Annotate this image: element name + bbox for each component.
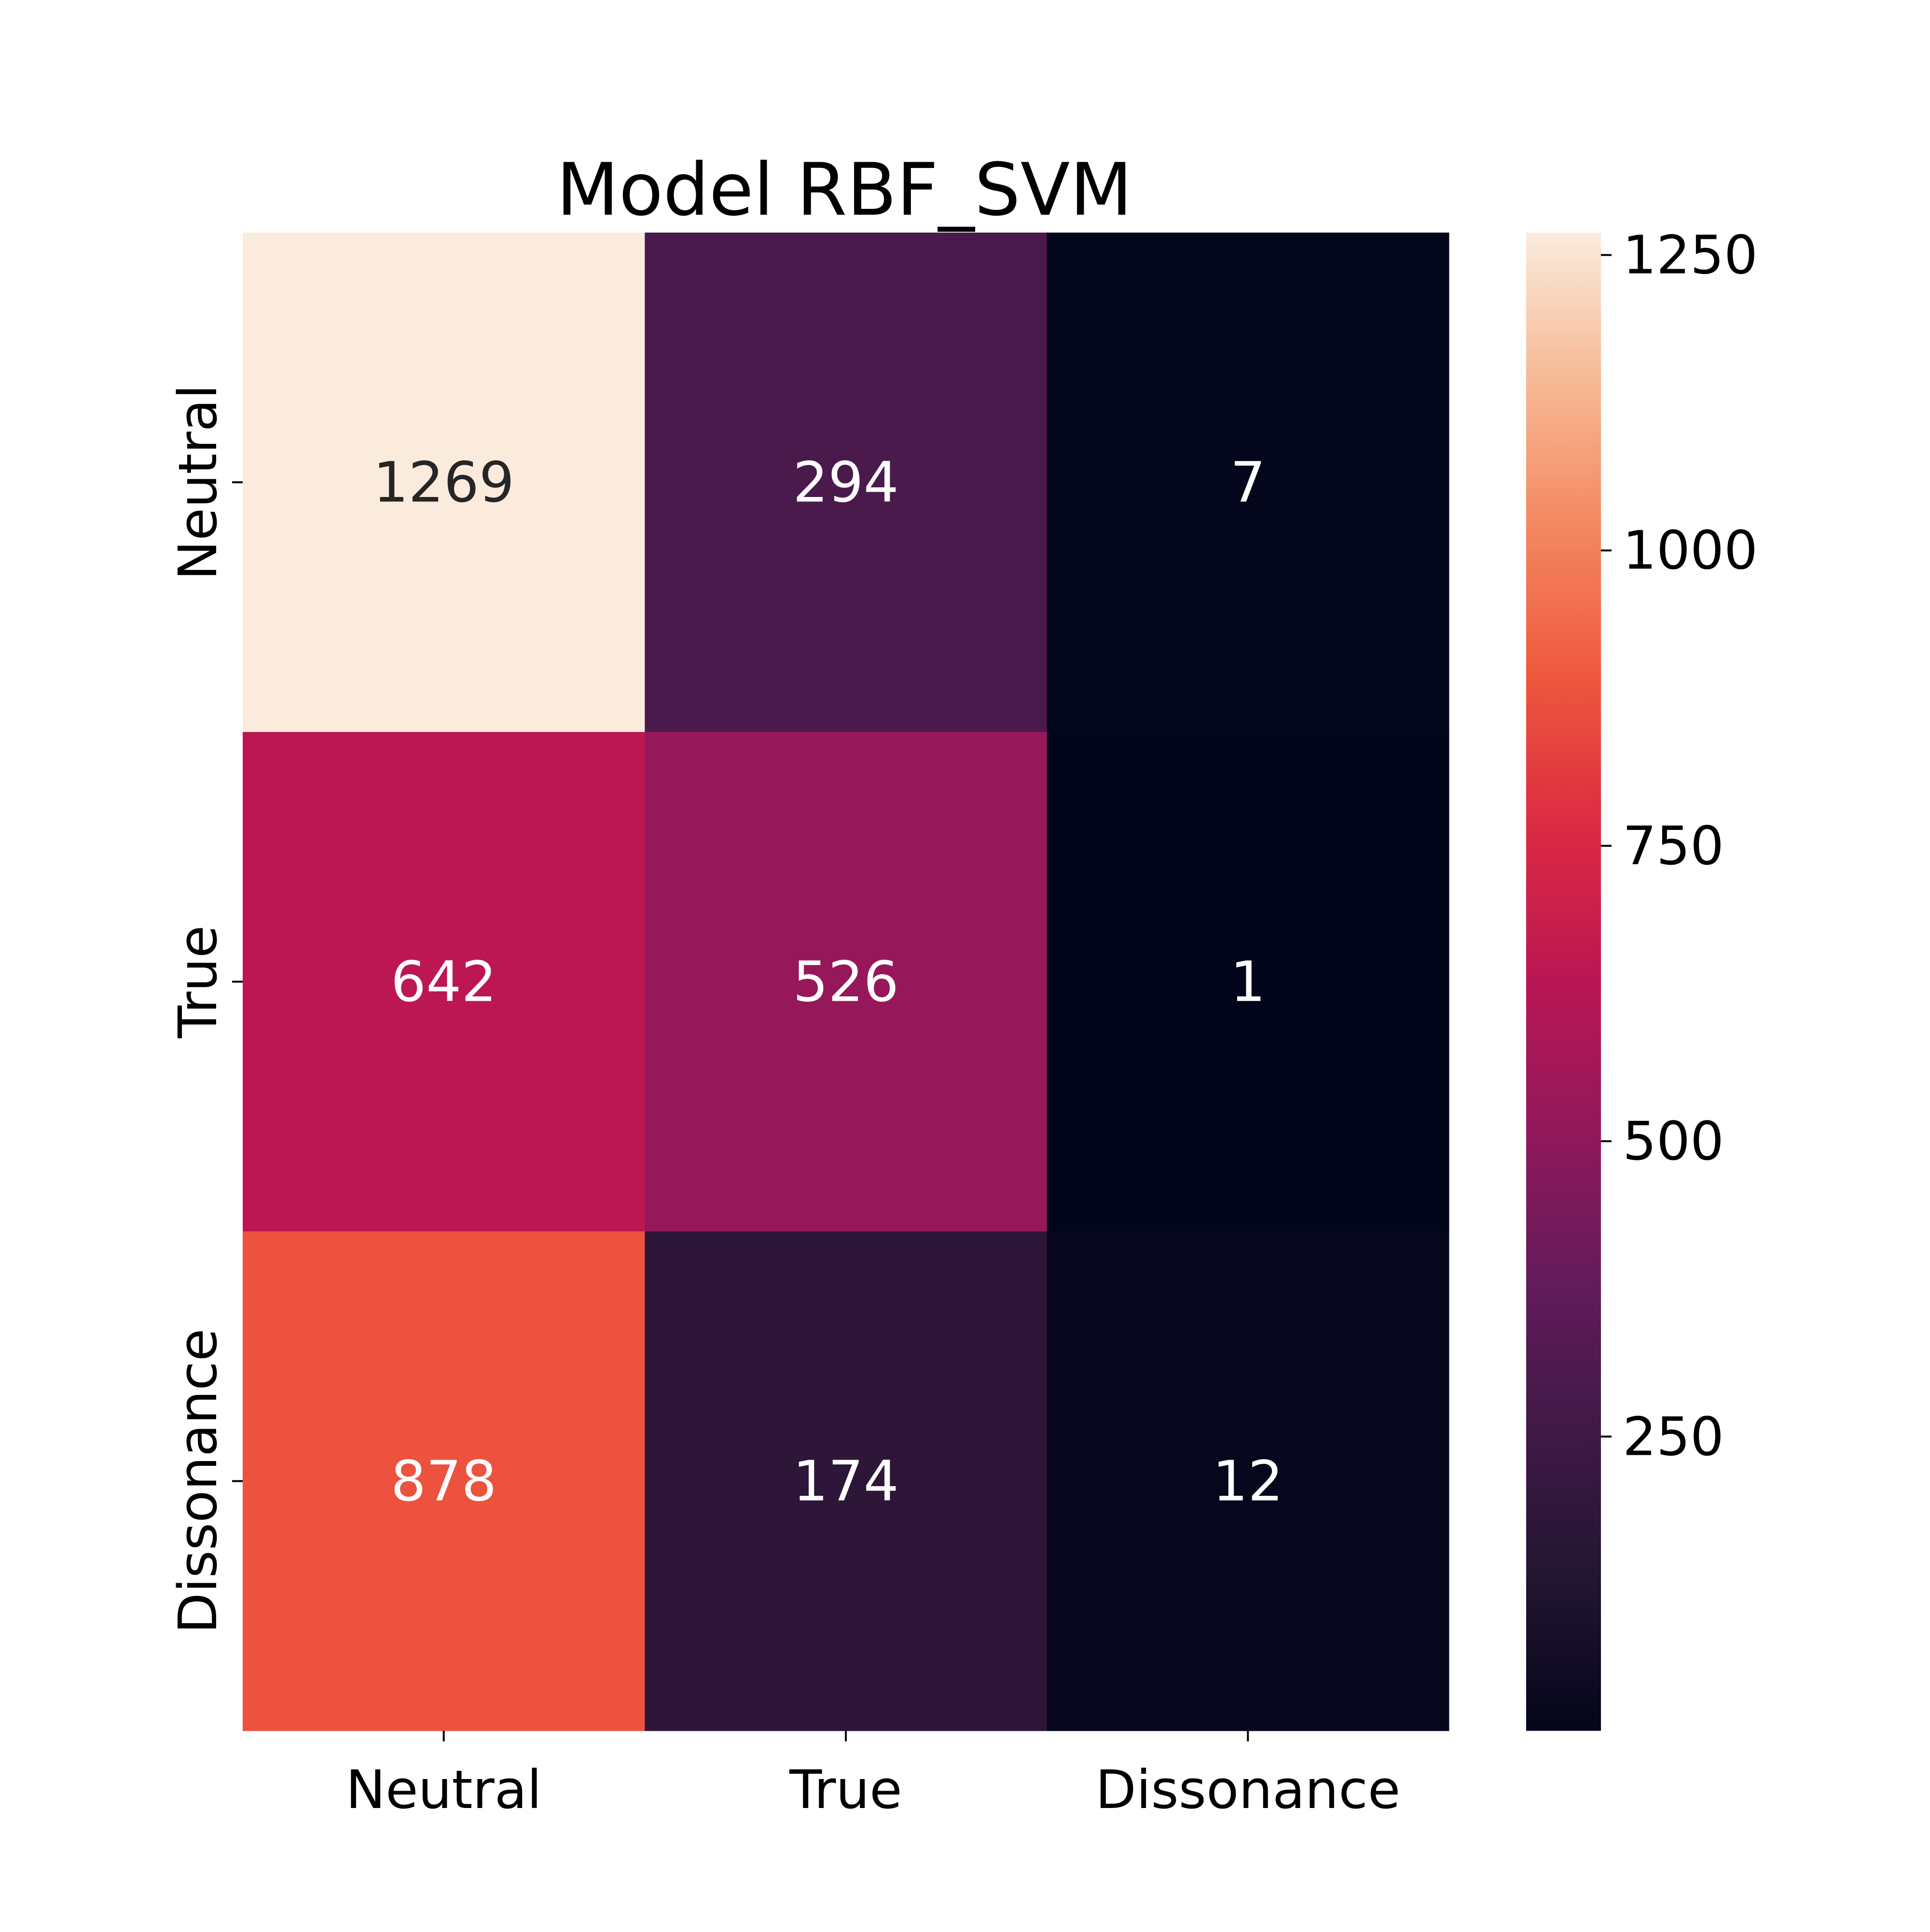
cell-annotation-r0-c1: 294 xyxy=(793,451,899,515)
chart-title: Model RBF_SVM xyxy=(556,148,1132,232)
x-tick-label-1: True xyxy=(789,1759,902,1821)
colorbar: 250 500 750 1000 1250 xyxy=(1526,224,1758,1731)
cell-annotation-r2-c0: 878 xyxy=(391,1449,497,1514)
cell-annotation-r0-c2: 7 xyxy=(1230,451,1266,515)
x-tick-label-0: Neutral xyxy=(346,1759,542,1821)
colorbar-tick-label-2: 750 xyxy=(1623,815,1724,877)
heatmap-cell-r0-c1 xyxy=(645,233,1048,732)
colorbar-gradient xyxy=(1526,233,1601,1731)
heatmap-cell-r2-c1 xyxy=(645,1231,1048,1731)
colorbar-tick-label-0: 250 xyxy=(1623,1406,1724,1467)
heatmap-cell-r0-c0 xyxy=(243,233,645,732)
y-tick-label-2: Dissonance xyxy=(167,1328,229,1633)
cell-annotation-r2-c1: 174 xyxy=(793,1449,899,1514)
heatmap-cell-r0-c2 xyxy=(1047,233,1449,732)
heatmap-cell-r2-c0 xyxy=(243,1231,645,1731)
colorbar-tick-label-1: 500 xyxy=(1623,1110,1724,1172)
cell-annotation-r1-c0: 642 xyxy=(391,950,497,1015)
heatmap-cell-r1-c2 xyxy=(1047,732,1449,1232)
x-tick-label-2: Dissonance xyxy=(1095,1759,1400,1821)
y-tick-label-0: Neutral xyxy=(167,384,229,580)
cell-annotation-r1-c1: 526 xyxy=(793,950,899,1015)
cell-annotation-r2-c2: 12 xyxy=(1213,1449,1283,1514)
y-axis: Neutral True Dissonance xyxy=(167,384,243,1634)
cell-annotation-r1-c2: 1 xyxy=(1230,950,1266,1015)
heatmap-annotations: 1269 294 7 642 526 1 878 174 12 xyxy=(373,451,1283,1514)
cell-annotation-r0-c0: 1269 xyxy=(373,451,514,515)
x-axis: Neutral True Dissonance xyxy=(346,1731,1400,1821)
colorbar-tick-label-3: 1000 xyxy=(1623,520,1758,581)
y-tick-label-1: True xyxy=(167,925,229,1039)
heatmap-cells xyxy=(243,233,1449,1731)
heatmap-cell-r1-c1 xyxy=(645,732,1048,1232)
colorbar-tick-label-4: 1250 xyxy=(1623,224,1758,286)
heatmap-cell-r1-c0 xyxy=(243,732,645,1232)
heatmap-cell-r2-c2 xyxy=(1047,1231,1449,1731)
